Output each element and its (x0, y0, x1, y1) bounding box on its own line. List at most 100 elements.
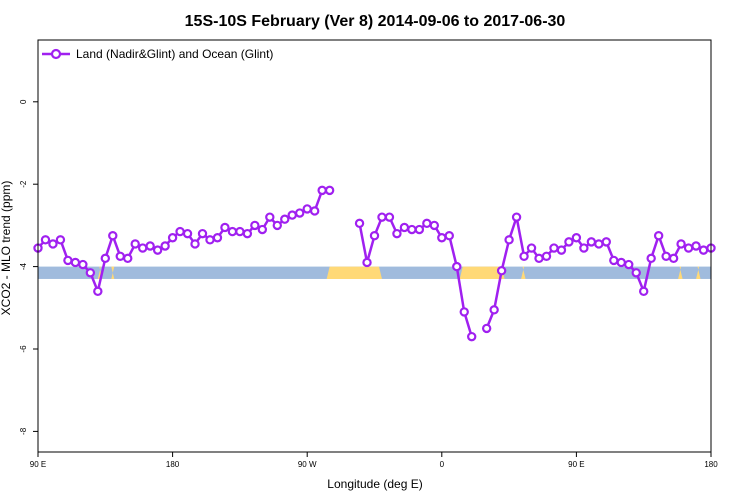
data-point (40, 235, 51, 245)
data-point (190, 239, 200, 249)
y-tick-label: -8 (19, 427, 28, 435)
series-layer (33, 185, 716, 342)
data-point (235, 226, 245, 237)
data-point (63, 255, 73, 266)
data-point (624, 259, 634, 270)
data-point (384, 212, 395, 222)
data-point (549, 243, 559, 253)
land-segment (459, 266, 505, 279)
data-point (564, 237, 574, 247)
data-point (481, 323, 492, 334)
land-segment (521, 266, 526, 279)
data-point (93, 286, 103, 297)
plot-frame (37, 39, 712, 453)
data-point (639, 286, 649, 297)
data-point (108, 230, 118, 241)
data-point (242, 228, 253, 239)
data-point (653, 230, 664, 241)
data-point (631, 268, 641, 278)
data-point (130, 239, 140, 249)
data-point (571, 233, 582, 243)
data-point (504, 235, 514, 245)
y-tick-label: -2 (19, 180, 28, 188)
data-point (212, 233, 223, 243)
data-point (145, 241, 155, 251)
data-point (317, 185, 327, 196)
data-point (167, 233, 178, 243)
y-axis: 0 -2 -4 -6 -8 (19, 99, 38, 435)
data-point (205, 235, 215, 245)
data-point (609, 255, 619, 266)
data-point (437, 233, 447, 243)
data-point (280, 214, 290, 224)
data-point (227, 226, 238, 237)
data-point (698, 245, 709, 255)
data-point (152, 245, 163, 255)
data-point (594, 239, 604, 249)
data-point (668, 253, 679, 264)
x-axis-title: Longitude (deg E) (327, 477, 422, 491)
x-tick-label: 90 W (298, 460, 317, 469)
data-point (369, 230, 380, 241)
data-point (85, 268, 96, 278)
x-axis: 90 E 180 90 W 0 90 E 180 (30, 452, 718, 469)
data-point (407, 224, 417, 235)
data-point (429, 220, 440, 231)
data-point (309, 206, 320, 216)
data-point (70, 257, 81, 268)
data-point (526, 243, 537, 253)
data-point (362, 257, 372, 268)
data-point (601, 237, 612, 247)
data-point (691, 241, 701, 251)
data-point (459, 307, 469, 317)
land-segment (696, 266, 701, 279)
data-point (511, 212, 522, 222)
data-point (444, 230, 454, 241)
x-tick-label: 90 E (30, 460, 46, 469)
data-point (541, 251, 552, 261)
data-point (272, 220, 282, 231)
land-segment (678, 266, 683, 279)
data-point (646, 253, 656, 264)
data-point (250, 220, 260, 231)
surface-type-bar (38, 266, 711, 279)
data-point (324, 185, 335, 196)
data-point (519, 251, 529, 261)
x-tick-label: 90 E (568, 460, 584, 469)
data-point (220, 222, 230, 233)
y-tick-label: -4 (19, 262, 28, 270)
data-point (579, 243, 589, 253)
data-point (295, 208, 305, 218)
data-point (534, 253, 544, 264)
data-point (496, 266, 507, 276)
land-segment (111, 266, 115, 279)
y-axis-title: XCO2 - MLO trend (ppm) (0, 181, 13, 316)
data-point (414, 224, 425, 235)
data-point (556, 245, 567, 255)
data-point (452, 261, 462, 272)
data-point (265, 212, 275, 222)
data-point (467, 331, 477, 342)
x-tick-label: 0 (440, 460, 445, 469)
x-tick-label: 180 (704, 460, 718, 469)
data-point (661, 251, 671, 261)
data-point (48, 239, 58, 249)
data-point (182, 228, 193, 239)
data-point (137, 243, 148, 253)
legend-point-marker (50, 48, 62, 60)
legend-label: Land (Nadir&Glint) and Ocean (Glint) (76, 47, 273, 61)
data-point (115, 251, 125, 261)
data-point (257, 224, 268, 235)
data-point (160, 241, 170, 251)
data-point (392, 228, 402, 239)
y-tick-label: -6 (19, 345, 28, 353)
data-point (586, 237, 597, 247)
data-point (683, 243, 694, 253)
data-point (489, 305, 499, 315)
chart-title: 15S-10S February (Ver 8) 2014-09-06 to 2… (185, 13, 566, 30)
data-point (302, 204, 312, 214)
data-point (287, 210, 297, 220)
data-point (616, 257, 626, 268)
data-point (197, 228, 208, 239)
data-point (100, 253, 111, 264)
